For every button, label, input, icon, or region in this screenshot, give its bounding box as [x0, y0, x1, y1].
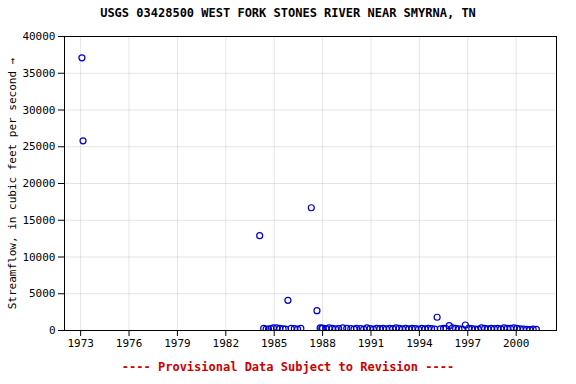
svg-text:10000: 10000	[22, 251, 55, 264]
svg-text:0: 0	[49, 324, 56, 337]
svg-text:25000: 25000	[22, 140, 55, 153]
svg-text:20000: 20000	[22, 177, 55, 190]
svg-text:15000: 15000	[22, 214, 55, 227]
svg-text:1994: 1994	[406, 337, 433, 350]
svg-text:1997: 1997	[455, 337, 482, 350]
html-text:USGS 03428500 WEST FORK STONES: USGS 03428500 WEST FORK STONES RIVER NEA…	[100, 6, 476, 20]
svg-text:30000: 30000	[22, 104, 55, 117]
svg-text:40000: 40000	[22, 30, 55, 43]
svg-text:1985: 1985	[261, 337, 288, 350]
svg-text:5000: 5000	[29, 287, 56, 300]
svg-text:Streamflow, in cubic feet per: Streamflow, in cubic feet per second →	[6, 57, 19, 309]
svg-text:1982: 1982	[213, 337, 240, 350]
svg-text:2000: 2000	[503, 337, 530, 350]
html-text:---- Provisional Data Subject: ---- Provisional Data Subject to Revisio…	[121, 360, 455, 374]
svg-text:1988: 1988	[309, 337, 336, 350]
svg-text:1979: 1979	[164, 337, 191, 350]
svg-text:35000: 35000	[22, 67, 55, 80]
svg-text:1991: 1991	[358, 337, 385, 350]
svg-text:1976: 1976	[116, 337, 143, 350]
svg-text:1973: 1973	[67, 337, 94, 350]
